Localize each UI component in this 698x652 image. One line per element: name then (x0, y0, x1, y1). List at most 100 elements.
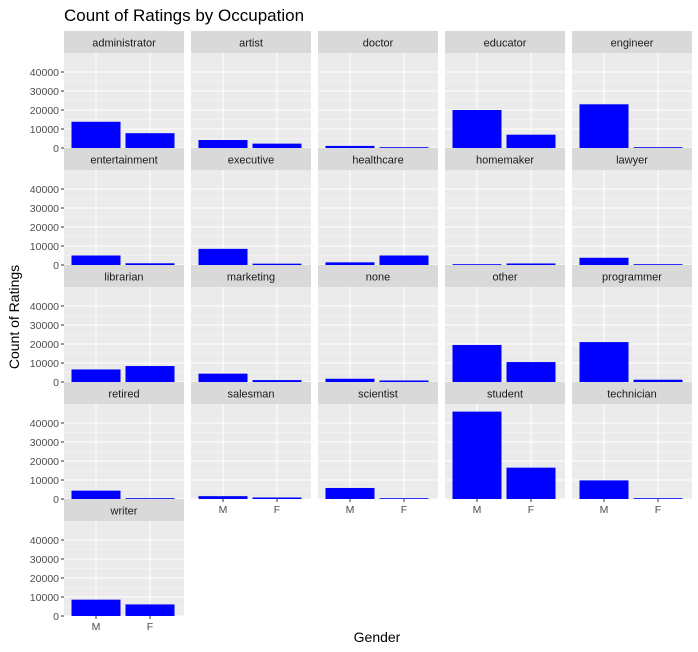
facet-strip (191, 382, 311, 404)
y-tick-label: 10000 (30, 124, 59, 136)
facet-engineer: engineer (572, 31, 692, 149)
y-tick-label: 20000 (30, 105, 59, 117)
facet-label: administrator (92, 38, 156, 50)
bar-librarian-F (125, 366, 175, 382)
x-tick-label: M (219, 504, 228, 516)
facet-strip (191, 265, 311, 287)
bar-homemaker-F (506, 263, 556, 265)
facet-strip (191, 31, 311, 53)
bar-librarian-M (71, 369, 121, 382)
bar-programmer-M (579, 342, 629, 382)
y-tick-label: 10000 (30, 592, 59, 604)
x-tick-label: F (147, 621, 153, 633)
chart-title: Count of Ratings by Occupation (64, 6, 304, 25)
facet-label: doctor (363, 38, 394, 50)
y-tick-label: 40000 (30, 301, 59, 313)
bar-lawyer-F (633, 264, 683, 265)
facet-student: student M F (445, 382, 565, 516)
facet-scientist: scientist M F (318, 382, 438, 516)
bar-executive-F (252, 263, 302, 265)
bar-marketing-F (252, 380, 302, 382)
bar-none-M (325, 378, 375, 382)
facet-strip (572, 265, 692, 287)
bar-none-F (379, 380, 429, 382)
y-tick-label: 0 (53, 260, 59, 272)
facet-strip (445, 148, 565, 170)
bar-artist-M (198, 140, 248, 148)
y-tick-label: 20000 (30, 456, 59, 468)
y-tick-label: 20000 (30, 222, 59, 234)
facet-label: salesman (227, 389, 274, 401)
y-tick-label: 40000 (30, 535, 59, 547)
facet-strip (572, 148, 692, 170)
bar-scientist-M (325, 487, 375, 499)
bar-administrator-M (71, 121, 121, 148)
bar-educator-M (452, 110, 502, 148)
bar-technician-F (633, 498, 683, 499)
facet-none: none (318, 265, 438, 383)
facet-label: healthcare (352, 155, 403, 167)
facet-strip (572, 382, 692, 404)
x-tick-label: F (528, 504, 534, 516)
y-tick-label: 10000 (30, 241, 59, 253)
bar-marketing-M (198, 373, 248, 382)
facet-strip (318, 148, 438, 170)
x-tick-label: F (274, 504, 280, 516)
bar-doctor-F (379, 147, 429, 148)
facet-administrator: administrator 0 10000 20000 30000 40000 (30, 31, 184, 155)
facet-strip (572, 31, 692, 53)
facet-label: librarian (104, 272, 143, 284)
bar-lawyer-M (579, 257, 629, 265)
facet-label: lawyer (616, 155, 648, 167)
y-tick-label: 0 (53, 611, 59, 623)
y-axis-title: Count of Ratings (6, 265, 22, 369)
bar-retired-M (71, 490, 121, 499)
facet-strip (64, 31, 184, 53)
bar-executive-M (198, 248, 248, 265)
bar-writer-F (125, 604, 175, 616)
bar-healthcare-F (379, 255, 429, 265)
bar-engineer-M (579, 104, 629, 148)
facet-strip (318, 265, 438, 287)
facet-strip (64, 265, 184, 287)
bar-doctor-M (325, 145, 375, 148)
x-tick-label: F (401, 504, 407, 516)
facet-label: scientist (358, 389, 398, 401)
facet-entertainment: entertainment 0 10000 20000 30000 40000 (30, 148, 184, 272)
bar-writer-M (71, 599, 121, 616)
facet-executive: executive (191, 148, 311, 266)
facet-educator: educator (445, 31, 565, 149)
bar-educator-F (506, 134, 556, 148)
bar-programmer-F (633, 379, 683, 382)
facet-label: programmer (602, 272, 662, 284)
x-tick-label: M (346, 504, 355, 516)
facet-label: none (366, 272, 390, 284)
y-tick-label: 30000 (30, 554, 59, 566)
facet-salesman: salesman M F (191, 382, 311, 516)
bar-artist-F (252, 143, 302, 148)
x-tick-label: F (655, 504, 661, 516)
bar-salesman-F (252, 497, 302, 499)
bar-other-M (452, 344, 502, 382)
y-tick-label: 0 (53, 143, 59, 155)
y-tick-label: 40000 (30, 184, 59, 196)
y-tick-label: 40000 (30, 418, 59, 430)
y-tick-label: 20000 (30, 339, 59, 351)
y-tick-label: 20000 (30, 573, 59, 585)
y-tick-label: 30000 (30, 320, 59, 332)
facet-technician: technician M F (572, 382, 692, 516)
bar-salesman-M (198, 496, 248, 499)
facet-label: technician (607, 389, 657, 401)
facet-strip (191, 148, 311, 170)
x-tick-label: M (600, 504, 609, 516)
y-tick-label: 10000 (30, 358, 59, 370)
facet-strip (318, 31, 438, 53)
facet-label: educator (484, 38, 527, 50)
x-tick-label: M (92, 621, 101, 633)
bar-student-F (506, 467, 556, 499)
facet-retired: retired 0 10000 20000 30000 40000 (30, 382, 184, 506)
x-tick-label: M (473, 504, 482, 516)
bar-entertainment-M (71, 255, 121, 265)
y-tick-label: 0 (53, 494, 59, 506)
